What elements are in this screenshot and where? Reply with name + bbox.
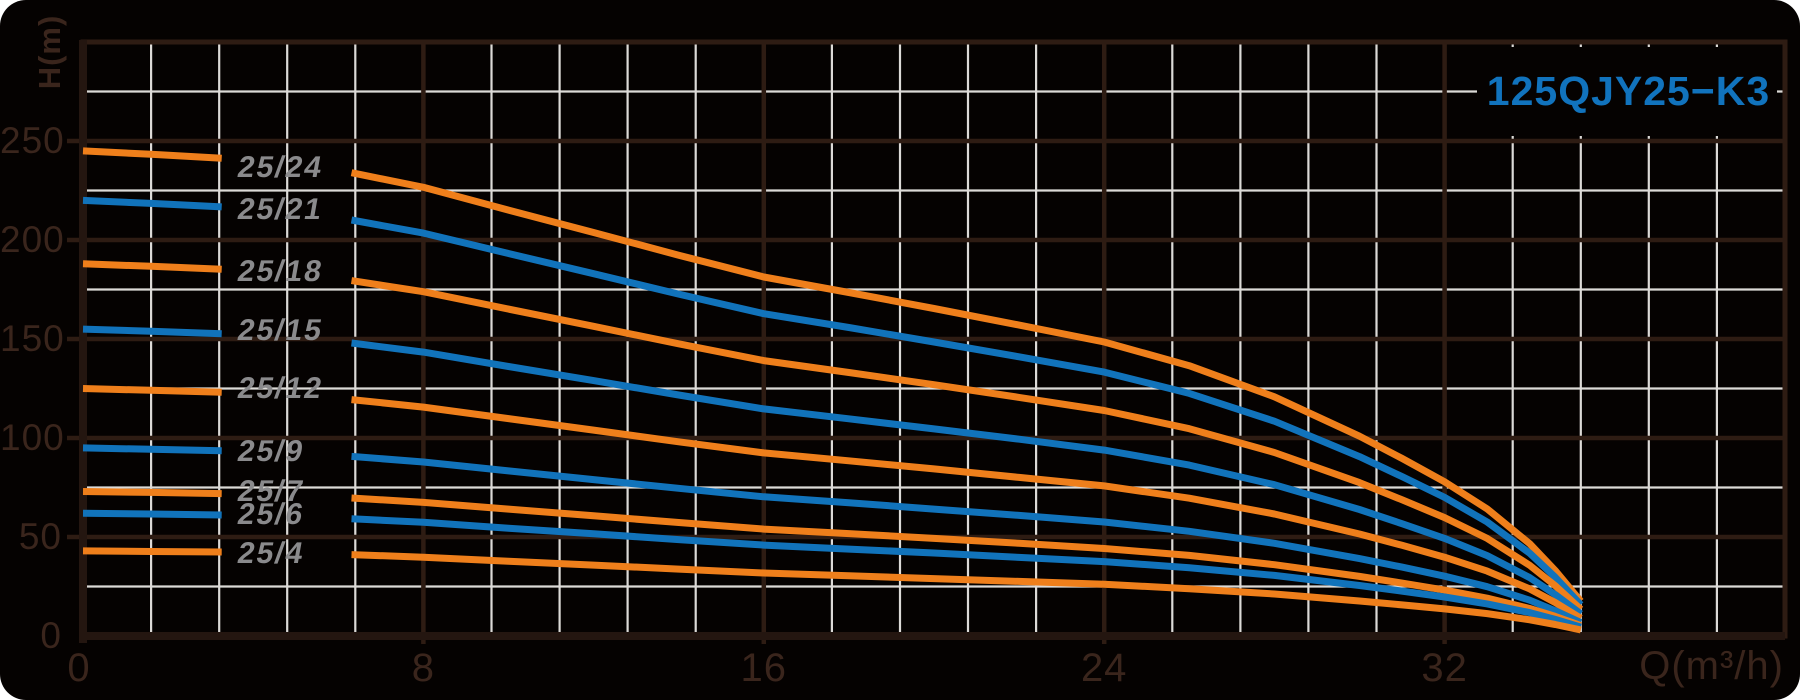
curve-25-12 bbox=[351, 396, 1583, 622]
x-tick-label: 24 bbox=[1080, 646, 1128, 690]
curve-25-6 bbox=[351, 515, 1582, 631]
curve-25-4 bbox=[351, 551, 1582, 634]
curve-stub-25-15 bbox=[82, 325, 222, 338]
curve-25-18 bbox=[350, 277, 1584, 612]
x-axis-label: Q(m³/h) bbox=[1639, 644, 1784, 688]
curve-stub-25-12 bbox=[82, 385, 222, 396]
series-label-25-15: 25/15 bbox=[235, 314, 327, 348]
y-tick-label: 150 bbox=[0, 318, 65, 359]
y-tick-label: 50 bbox=[18, 516, 62, 557]
curve-stub-25-4 bbox=[82, 547, 222, 556]
curve-stub-25-21 bbox=[82, 196, 222, 211]
curve-stub-25-6 bbox=[82, 509, 222, 519]
series-label-25-21: 25/21 bbox=[235, 193, 327, 227]
series-label-25-4: 25/4 bbox=[235, 536, 308, 570]
y-axis-label: H(m) bbox=[32, 14, 67, 90]
chart-title: 125QJY25−K3 bbox=[1486, 68, 1771, 114]
y-tick-label: 0 bbox=[40, 615, 62, 656]
x-tick-label: 32 bbox=[1421, 646, 1468, 690]
x-tick-label: 8 bbox=[411, 646, 436, 690]
series-label-25-9: 25/9 bbox=[235, 434, 308, 468]
title-backdrop bbox=[1477, 47, 1777, 136]
curve-25-9 bbox=[351, 452, 1583, 626]
curve-25-24 bbox=[350, 169, 1584, 604]
series-label-25-6: 25/6 bbox=[235, 498, 308, 532]
curve-stub-25-7 bbox=[82, 488, 222, 498]
curve-25-15 bbox=[351, 339, 1583, 617]
curve-25-21 bbox=[350, 216, 1584, 608]
y-tick-label: 100 bbox=[0, 417, 65, 458]
curve-stub-25-18 bbox=[82, 260, 222, 273]
series-label-25-24: 25/24 bbox=[235, 150, 327, 184]
curve-stub-25-9 bbox=[82, 444, 222, 455]
curve-25-7 bbox=[351, 494, 1582, 629]
series-label-25-18: 25/18 bbox=[235, 254, 327, 288]
y-tick-label: 200 bbox=[0, 219, 65, 260]
x-tick-label: 16 bbox=[740, 646, 788, 690]
y-tick-label: 250 bbox=[0, 120, 65, 161]
series-label-25-12: 25/12 bbox=[235, 371, 327, 405]
curve-stub-25-24 bbox=[82, 147, 222, 162]
x-tick-label: 0 bbox=[67, 646, 91, 690]
